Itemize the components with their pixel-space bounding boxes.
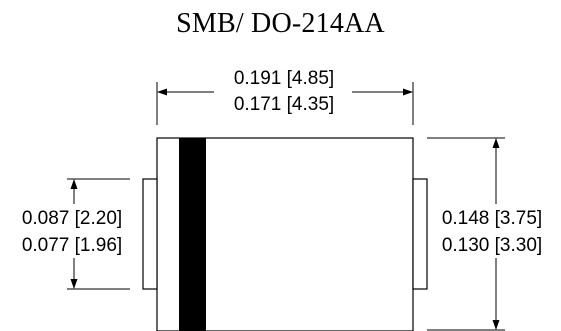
terminal-height-max-label: 0.087 [2.20]	[22, 208, 122, 229]
package-title: SMB/ DO-214AA	[176, 8, 385, 39]
body-length-min-label: 0.171 [4.35]	[234, 94, 334, 115]
right-terminal	[412, 178, 428, 290]
terminal-height-min-label: 0.077 [1.96]	[22, 235, 122, 256]
cathode-band	[179, 138, 206, 331]
body-height-max-label: 0.148 [3.75]	[442, 208, 542, 229]
body-length-max-label: 0.191 [4.85]	[234, 68, 334, 89]
left-terminal	[142, 178, 158, 290]
body-height-min-label: 0.130 [3.30]	[442, 235, 542, 256]
